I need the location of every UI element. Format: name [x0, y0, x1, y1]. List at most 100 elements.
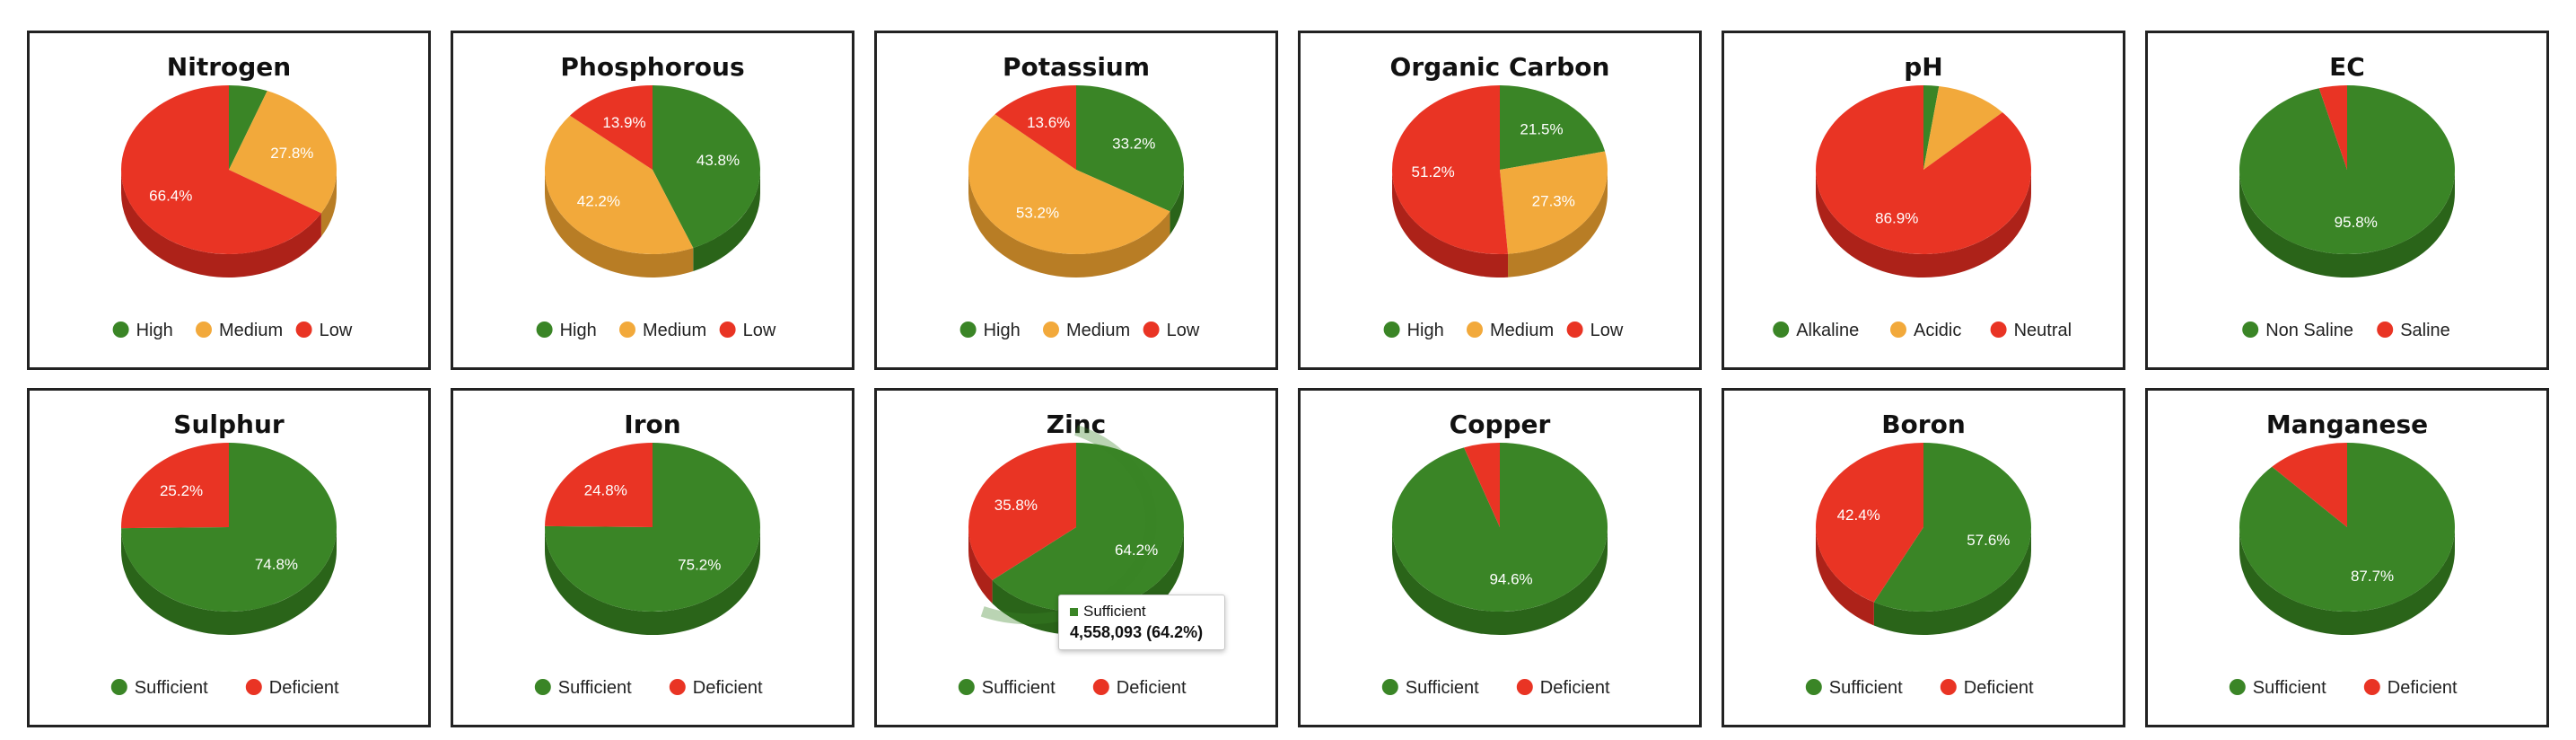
data-label-low: 66.4% — [149, 188, 192, 205]
chart-title: Potassium — [1003, 52, 1150, 82]
pie-slice-sufficient[interactable] — [121, 443, 337, 612]
legend-item-high[interactable]: High — [959, 321, 1021, 340]
legend-item-deficient[interactable]: Deficient — [2363, 678, 2458, 698]
legend-label: Medium — [1490, 321, 1554, 340]
legend-label: Deficient — [1117, 678, 1187, 698]
data-label-deficient: 35.8% — [994, 497, 1038, 514]
pie-slice-acidic[interactable] — [1923, 85, 2002, 170]
pie-chart-iron[interactable]: Iron 75.2% 24.8% Sufficient Deficient — [453, 391, 852, 725]
legend-item-sufficient[interactable]: Sufficient — [1805, 678, 1903, 698]
legend-item-non-saline[interactable]: Non Saline — [2242, 321, 2353, 340]
charts-grid: Nitrogen 27.8% 66.4% High Medium Low Phosphoro… — [27, 31, 2549, 727]
pie-chart-manganese[interactable]: Manganese 87.7% Sufficient Deficient — [2148, 391, 2546, 725]
chart-card-iron: Iron 75.2% 24.8% Sufficient Deficient — [451, 388, 854, 727]
legend-item-high[interactable]: High — [112, 321, 173, 340]
pie-slice-alkaline[interactable] — [1923, 85, 1940, 170]
pie-chart-zinc[interactable]: Zinc 64.2% 35.8% Sufficient Deficient — [877, 391, 1275, 725]
legend-item-sufficient[interactable]: Sufficient — [1381, 678, 1479, 698]
pie-slice-deficient[interactable] — [1816, 443, 1923, 603]
legend-swatch — [959, 322, 977, 338]
legend-swatch — [110, 679, 127, 695]
pie-slice-deficient[interactable] — [968, 443, 1076, 581]
data-label-deficient: 24.8% — [584, 482, 627, 499]
pie-slice-high[interactable] — [653, 85, 760, 249]
legend-item-sufficient[interactable]: Sufficient — [2229, 678, 2326, 698]
pie-slice-low[interactable] — [121, 84, 321, 254]
legend-item-low[interactable]: Low — [1566, 321, 1624, 340]
legend-item-medium[interactable]: Medium — [1043, 321, 1130, 340]
legend-label: Neutral — [2014, 321, 2072, 340]
legend-item-alkaline[interactable]: Alkaline — [1773, 321, 1859, 340]
pie-chart-phosphorous[interactable]: Phosphorous 43.8% 42.2% 13.9% High Medium Low — [453, 33, 852, 367]
legend-label: Medium — [643, 321, 706, 340]
legend-label: Sufficient — [982, 678, 1056, 698]
legend-item-sufficient[interactable]: Sufficient — [958, 678, 1056, 698]
chart-card-zinc: Zinc 64.2% 35.8% Sufficient Deficient Suffici… — [874, 388, 1278, 727]
legend-swatch — [1566, 322, 1583, 338]
pie-slice-low[interactable] — [1392, 85, 1509, 254]
legend-item-medium[interactable]: Medium — [1467, 321, 1554, 340]
pie-slice-medium[interactable] — [968, 114, 1170, 254]
legend-label: Non Saline — [2265, 321, 2353, 340]
legend-item-saline[interactable]: Saline — [2377, 321, 2450, 340]
legend-item-medium[interactable]: Medium — [196, 321, 283, 340]
pie-side-low — [121, 170, 321, 278]
chart-title: Manganese — [2266, 410, 2428, 439]
legend: High Medium Low — [112, 321, 353, 340]
legend-item-sufficient[interactable]: Sufficient — [110, 678, 208, 698]
pie-slice-low[interactable] — [569, 85, 653, 170]
chart-title: pH — [1904, 52, 1942, 82]
pie-side-high — [693, 170, 760, 272]
pie-slice-high[interactable] — [1500, 85, 1606, 170]
pie-chart-ec[interactable]: EC 95.8% Non Saline Saline — [2148, 33, 2546, 367]
legend-item-low[interactable]: Low — [295, 321, 353, 340]
pie-slice-deficient[interactable] — [545, 443, 653, 527]
pie-chart-sulphur[interactable]: Sulphur 74.8% 25.2% Sufficient Deficient — [30, 391, 428, 725]
pie-slice-medium[interactable] — [1500, 151, 1608, 254]
legend-swatch — [1381, 679, 1398, 695]
data-label-medium: 27.8% — [270, 145, 313, 162]
legend-item-high[interactable]: High — [536, 321, 597, 340]
pie-chart-potassium[interactable]: Potassium 33.2% 53.2% 13.6% High Medium Low — [877, 33, 1275, 367]
pie-slice-high[interactable] — [1076, 85, 1184, 212]
pie-slice-low[interactable] — [994, 85, 1076, 170]
data-label-deficient: 42.4% — [1837, 507, 1880, 524]
pie-slice-deficient[interactable] — [121, 443, 229, 529]
legend-item-low[interactable]: Low — [1143, 321, 1200, 340]
legend-label: Medium — [1066, 321, 1130, 340]
legend-item-medium[interactable]: Medium — [619, 321, 706, 340]
pie-slice-sufficient[interactable] — [1873, 443, 2031, 612]
legend-item-deficient[interactable]: Deficient — [1516, 678, 1610, 698]
pie-chart-copper[interactable]: Copper 94.6% Sufficient Deficient — [1301, 391, 1699, 725]
legend-label: High — [1407, 321, 1444, 340]
pie-slice-deficient[interactable] — [1464, 443, 1500, 527]
legend-item-deficient[interactable]: Deficient — [1092, 678, 1187, 698]
pie-chart-organic-carbon[interactable]: Organic Carbon 21.5% 27.3% 51.2% High Medium L… — [1301, 33, 1699, 367]
pie-chart-ph[interactable]: pH 86.9% Alkaline Acidic Neutral — [1724, 33, 2123, 367]
pie-slice-medium[interactable] — [545, 115, 694, 254]
pie-slice-medium[interactable] — [229, 91, 337, 214]
legend-item-deficient[interactable]: Deficient — [245, 678, 339, 698]
legend-label: Sufficient — [1829, 678, 1903, 698]
legend-item-high[interactable]: High — [1383, 321, 1444, 340]
legend-item-deficient[interactable]: Deficient — [669, 678, 763, 698]
pie-chart-nitrogen[interactable]: Nitrogen 27.8% 66.4% High Medium Low — [30, 33, 428, 367]
pie-slice-sufficient[interactable] — [992, 443, 1184, 612]
legend-swatch — [1890, 322, 1906, 338]
tooltip-value: 4,558,093 (64.2%) — [1070, 623, 1204, 641]
legend-item-low[interactable]: Low — [719, 321, 776, 340]
legend-swatch — [295, 322, 312, 338]
legend-item-neutral[interactable]: Neutral — [1990, 321, 2072, 340]
pie-chart-boron[interactable]: Boron 57.6% 42.4% Sufficient Deficient — [1724, 391, 2123, 725]
pie-side-medium — [1508, 170, 1608, 278]
legend-item-sufficient[interactable]: Sufficient — [534, 678, 632, 698]
chart-title: Copper — [1450, 410, 1551, 439]
pie-slice-high[interactable] — [229, 85, 267, 170]
legend-item-acidic[interactable]: Acidic — [1890, 321, 1961, 340]
legend-swatch — [1383, 322, 1400, 338]
pie-slice-neutral[interactable] — [1816, 85, 2031, 254]
pie-slice-deficient[interactable] — [2272, 443, 2347, 527]
legend-item-deficient[interactable]: Deficient — [1940, 678, 2034, 698]
legend-swatch — [534, 679, 551, 695]
pie-slice-saline[interactable] — [2318, 85, 2347, 170]
